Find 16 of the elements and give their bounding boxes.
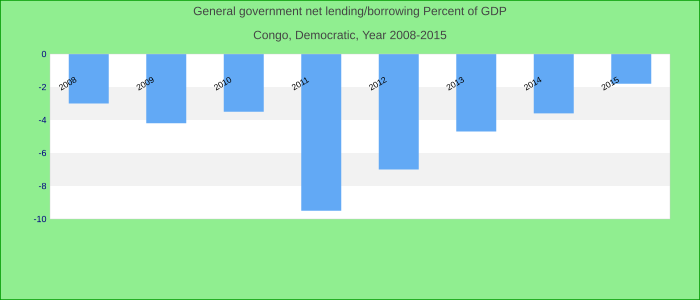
chart-subtitle: Congo, Democratic, Year 2008-2015 — [254, 30, 446, 42]
y-tick-label: 0 — [42, 50, 46, 58]
x-tick-label: 2010 — [214, 77, 232, 91]
x-tick-label: 2014 — [524, 76, 542, 91]
y-tick-label: -6 — [38, 150, 46, 156]
y-tick-label: -8 — [38, 182, 46, 190]
x-tick-label: 2009 — [136, 77, 154, 91]
x-tick-label: 2008 — [59, 77, 76, 91]
y-tick-label: -2 — [38, 84, 46, 90]
y-tick-label: -10 — [34, 216, 46, 222]
chart-title: General government net lending/borrowing Percent of GDP — [194, 6, 506, 18]
x-tick-label: 2013 — [446, 77, 464, 91]
x-tick-label: 2011 — [292, 77, 310, 90]
y-tick-label: -4 — [38, 116, 46, 124]
x-tick-label: 2012 — [369, 77, 387, 91]
x-tick-label: 2015 — [602, 76, 619, 91]
